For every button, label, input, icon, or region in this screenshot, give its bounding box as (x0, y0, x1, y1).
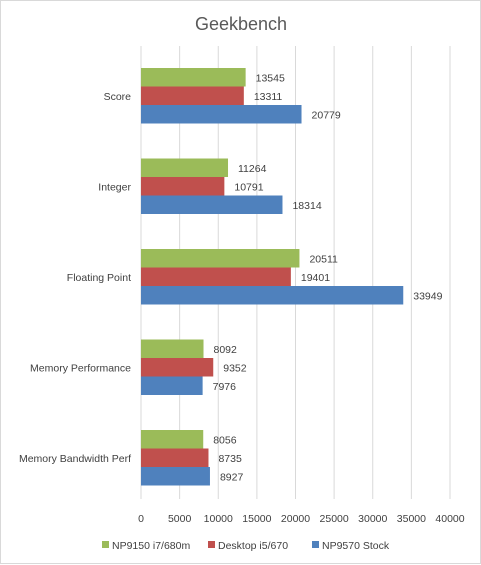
category-label: Memory Bandwidth Perf (19, 453, 131, 465)
category-label: Integer (98, 181, 131, 193)
data-label: 8735 (218, 453, 242, 465)
data-label: 11264 (238, 163, 267, 175)
legend-swatch (312, 541, 319, 548)
data-label: 33949 (413, 290, 442, 302)
legend-swatch (102, 541, 109, 548)
x-tick-label: 10000 (204, 513, 233, 525)
x-tick-label: 25000 (320, 513, 349, 525)
x-tick-label: 40000 (435, 513, 464, 525)
data-label: 13311 (254, 91, 283, 103)
bar (141, 267, 291, 286)
bar (141, 467, 210, 486)
legend: NP9150 i7/680m Desktop i5/670 NP9570 Stock (102, 540, 390, 552)
x-tick-label: 15000 (242, 513, 271, 525)
bars: 13545 13311 20779 11264 10791 18314 20511 19401… (141, 68, 443, 486)
bar (141, 339, 204, 358)
legend-label: Desktop i5/670 (218, 540, 288, 552)
bar (141, 177, 225, 196)
data-label: 19401 (301, 272, 330, 284)
legend-label: NP9570 Stock (322, 540, 390, 552)
category-label: Memory Performance (30, 362, 131, 374)
bar (141, 105, 302, 124)
category-label: Floating Point (67, 272, 131, 284)
data-label: 10791 (234, 181, 263, 193)
x-tick-label: 30000 (358, 513, 387, 525)
chart-title: Geekbench (195, 14, 287, 34)
x-tick-label: 20000 (281, 513, 310, 525)
data-label: 18314 (292, 200, 321, 212)
data-label: 9352 (223, 362, 247, 374)
data-label: 8927 (220, 471, 244, 483)
data-label: 7976 (213, 381, 237, 393)
legend-swatch (208, 541, 215, 548)
bar (141, 358, 214, 377)
bar (141, 86, 244, 105)
bar (141, 286, 404, 305)
bar (141, 158, 229, 177)
data-label: 8056 (213, 434, 237, 446)
bar (141, 448, 209, 467)
x-tick-label: 0 (138, 513, 144, 525)
data-label: 20779 (312, 109, 341, 121)
data-label: 13545 (256, 72, 285, 84)
bar (141, 376, 203, 395)
category-label: Score (104, 91, 132, 103)
data-label: 8092 (214, 344, 238, 356)
bar (141, 195, 283, 214)
x-tick-label: 35000 (397, 513, 426, 525)
bar (141, 249, 300, 268)
bar (141, 68, 246, 87)
x-tick-label: 5000 (168, 513, 192, 525)
legend-label: NP9150 i7/680m (112, 540, 190, 552)
category-labels: Score Integer Floating Point Memory Perform… (19, 91, 132, 465)
data-label: 20511 (309, 253, 338, 265)
bar (141, 430, 204, 449)
x-tick-labels: 0 5000 10000 15000 20000 25000 30000 35000 40000 (138, 513, 465, 525)
